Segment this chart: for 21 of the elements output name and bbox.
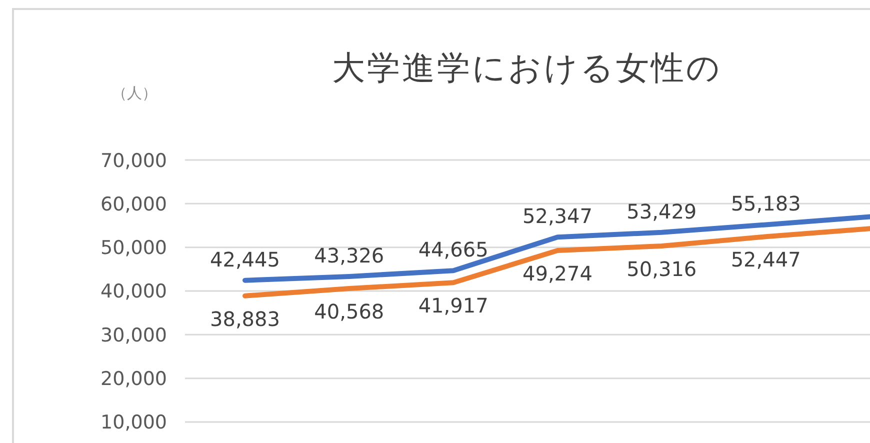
y-axis-title: （人） <box>112 84 157 103</box>
data-label: 52,347 <box>522 204 592 228</box>
data-label: 55,183 <box>730 192 801 216</box>
y-tick-label: 50,000 <box>100 237 167 260</box>
data-label: 52,447 <box>730 248 801 272</box>
y-tick-label: 60,000 <box>100 193 167 216</box>
data-label: 43,326 <box>314 243 384 268</box>
data-label: 40,568 <box>314 300 384 324</box>
data-label: 42,445 <box>210 247 280 272</box>
data-label: 38,883 <box>210 306 280 331</box>
y-tick-label: 40,000 <box>100 280 167 303</box>
y-tick-label: 30,000 <box>100 324 167 346</box>
data-label: 49,274 <box>522 262 592 286</box>
data-label: 44,665 <box>418 238 488 262</box>
data-label: 50,316 <box>626 256 697 281</box>
y-tick-label: 20,000 <box>100 368 167 390</box>
y-tick-label: 70,000 <box>100 150 167 172</box>
data-label: 41,917 <box>418 294 488 318</box>
y-tick-label: 10,000 <box>100 412 167 434</box>
chart-title: 大学進学における女性の <box>332 47 722 89</box>
data-label: 53,429 <box>626 199 697 224</box>
